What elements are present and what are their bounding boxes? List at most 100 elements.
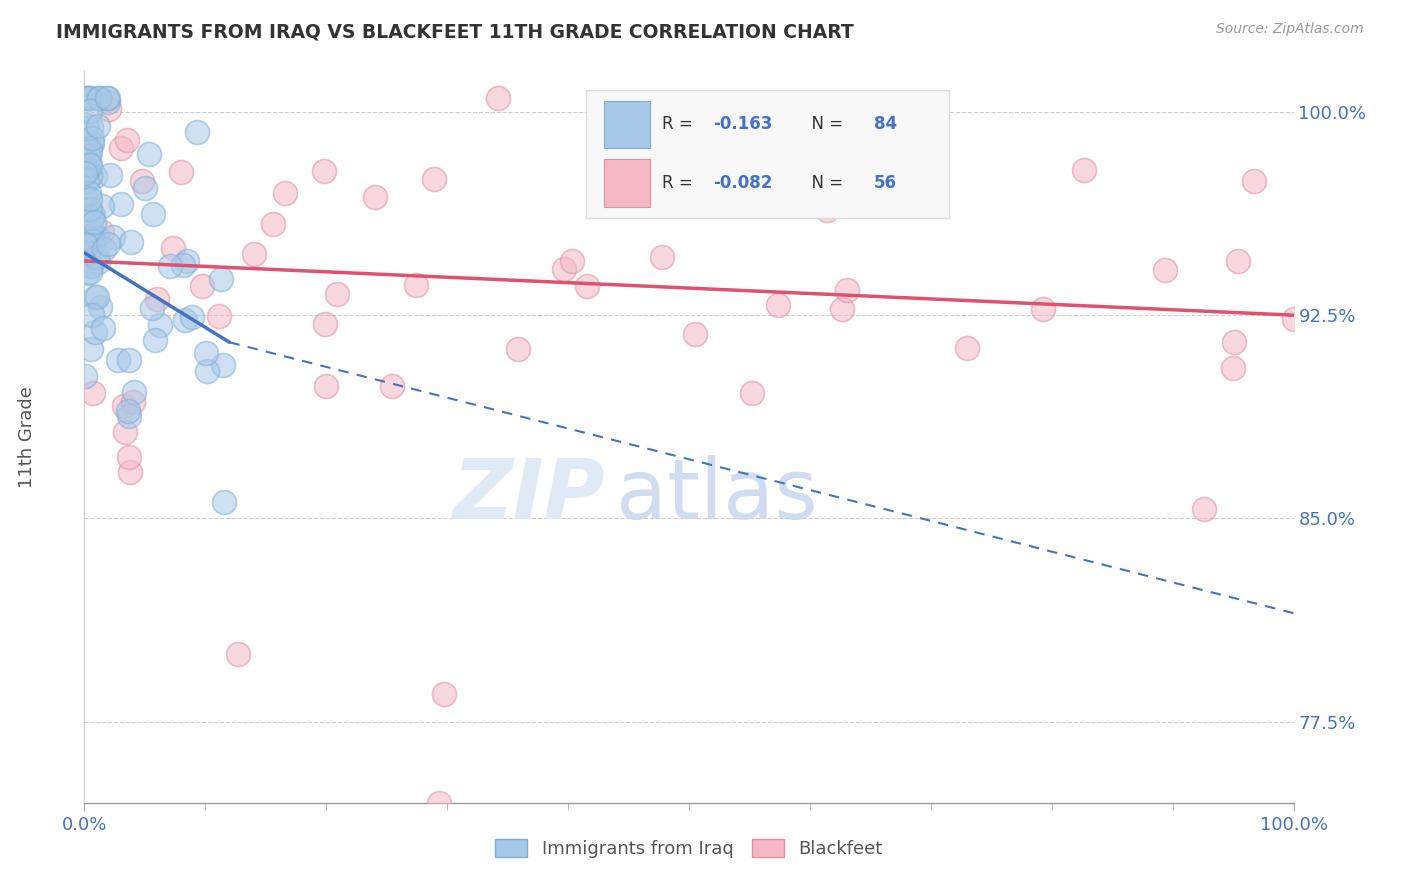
Point (1154, 263, 1177, 277)
Point (685, 326, 707, 341)
Point (90, 226, 112, 240)
Point (186, 125, 208, 139)
Point (117, 404, 139, 418)
Point (741, 386, 763, 401)
Point (181, 310, 204, 325)
Point (84, 169, 107, 183)
Text: R =: R = (662, 174, 699, 192)
Point (176, 253, 198, 268)
Point (141, 301, 163, 316)
Point (76, 140, 98, 154)
Point (740, 168, 762, 182)
Point (83, 214, 105, 228)
Point (80, 223, 103, 237)
Point (103, 229, 125, 244)
Point (79, 157, 101, 171)
Point (75, 368, 97, 383)
Point (77, 149, 100, 163)
Point (486, 91, 509, 105)
Point (73, 256, 96, 270)
Point (1073, 162, 1095, 177)
Point (77, 186, 100, 200)
Point (422, 172, 444, 186)
Text: IMMIGRANTS FROM IRAQ VS BLACKFEET 11TH GRADE CORRELATION CHART: IMMIGRANTS FROM IRAQ VS BLACKFEET 11TH G… (56, 22, 853, 41)
Point (75, 190, 97, 204)
Point (174, 313, 197, 327)
Point (190, 278, 212, 293)
Point (80, 136, 103, 150)
Point (87, 91, 110, 105)
Point (79, 265, 101, 279)
Point (76, 91, 98, 105)
Point (77, 157, 100, 171)
Point (815, 202, 838, 217)
Point (553, 261, 575, 276)
Point (576, 279, 599, 293)
Point (86, 250, 108, 264)
Point (717, 194, 740, 209)
Point (208, 310, 231, 324)
Point (87, 255, 110, 269)
Point (80, 211, 103, 226)
Point (122, 384, 145, 399)
Text: Source: ZipAtlas.com: Source: ZipAtlas.com (1216, 22, 1364, 37)
Point (79, 202, 101, 217)
FancyBboxPatch shape (605, 159, 650, 207)
Text: -0.082: -0.082 (713, 174, 772, 192)
Point (226, 647, 249, 661)
Point (118, 409, 141, 423)
Point (97, 102, 120, 116)
Point (97, 91, 120, 105)
Point (76, 164, 98, 178)
Point (79, 259, 101, 273)
Point (97, 237, 120, 252)
Point (506, 342, 529, 356)
Point (96, 91, 118, 105)
Point (77, 91, 100, 105)
Point (197, 364, 219, 378)
Point (211, 272, 233, 286)
Point (77, 246, 100, 260)
Point (405, 277, 427, 292)
Text: 84: 84 (875, 115, 897, 134)
Point (79, 192, 101, 206)
Point (262, 217, 284, 231)
Point (121, 394, 143, 409)
Point (138, 147, 160, 161)
Point (131, 174, 153, 188)
Point (142, 206, 165, 220)
Point (170, 165, 193, 179)
Point (112, 399, 135, 413)
Point (76, 266, 98, 280)
Text: N =: N = (801, 115, 849, 134)
Point (120, 235, 142, 250)
Point (831, 302, 853, 317)
Point (315, 379, 337, 393)
Point (561, 254, 583, 268)
Point (326, 287, 349, 301)
Point (242, 246, 264, 260)
Text: ZIP: ZIP (451, 455, 605, 536)
Point (1243, 174, 1265, 188)
Point (433, 688, 456, 702)
Point (651, 250, 673, 264)
Point (98, 168, 121, 182)
Point (214, 494, 236, 508)
Point (87, 119, 110, 133)
Point (82, 234, 104, 248)
Point (73, 166, 96, 180)
Point (75, 238, 97, 252)
Point (956, 341, 979, 355)
Point (77, 222, 100, 236)
Point (79, 91, 101, 105)
Point (80, 120, 103, 135)
Point (195, 346, 218, 360)
Point (143, 333, 166, 347)
Point (768, 298, 790, 312)
Text: N =: N = (801, 174, 849, 192)
Point (381, 379, 404, 393)
Point (80, 238, 103, 252)
Point (162, 241, 184, 255)
Point (273, 186, 295, 201)
Point (149, 318, 172, 332)
